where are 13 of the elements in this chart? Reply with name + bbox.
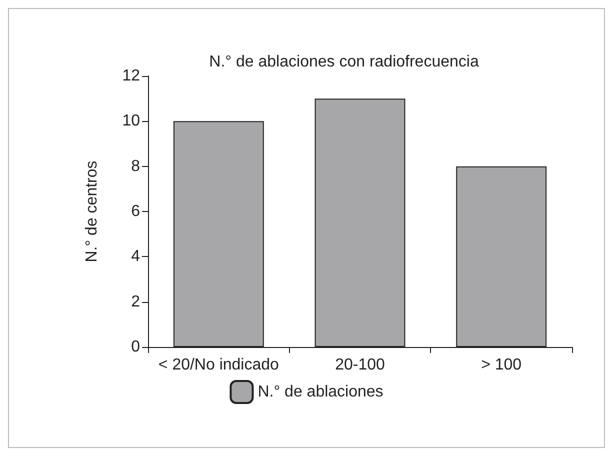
- y-tick-label: 10: [122, 112, 140, 130]
- y-tick-label: 6: [131, 203, 140, 220]
- legend-label: N.° de ablaciones: [258, 384, 384, 400]
- x-tick-label: > 100: [481, 356, 522, 374]
- y-tick-label: 0: [131, 338, 140, 356]
- x-tick-label: 20-100: [335, 356, 386, 374]
- y-tick-label: 8: [131, 158, 140, 175]
- y-axis-title: N.° de centros: [84, 160, 100, 262]
- y-tick-label: 2: [131, 293, 140, 310]
- chart-title: N.° de ablaciones con radiofrecuencia: [209, 54, 479, 70]
- y-tick-label: 4: [131, 248, 140, 266]
- y-tick-label: 12: [122, 68, 140, 84]
- x-tick-label: < 20/No indicado: [158, 356, 280, 374]
